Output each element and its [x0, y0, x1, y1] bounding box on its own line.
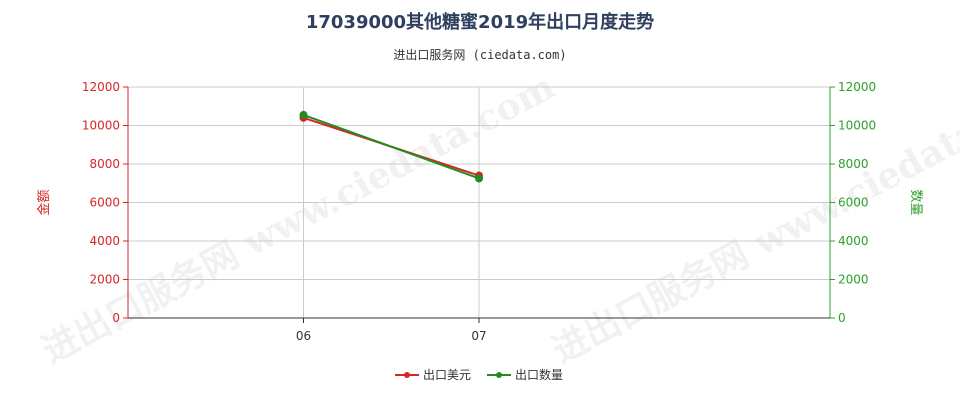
chart-subtitle: 进出口服务网 (ciedata.com) [393, 48, 567, 62]
legend-label: 出口美元 [423, 368, 471, 382]
axes-layer: 0 2000 4000 6000 8000 10000 12000 0 2000 4000 6000… [36, 80, 923, 343]
left-tick-label: 10000 [82, 119, 120, 133]
legend-swatch-dot [404, 372, 410, 378]
right-tick-label: 0 [838, 311, 846, 325]
right-tick-label: 10000 [838, 119, 876, 133]
left-tick-label: 6000 [89, 196, 120, 210]
left-axis-title: 金额 [36, 189, 52, 215]
left-tick-label: 8000 [89, 157, 120, 171]
right-tick-label: 12000 [838, 80, 876, 94]
right-tick-label: 2000 [838, 273, 869, 287]
legend-swatch-dot [496, 372, 502, 378]
left-tick-label: 12000 [82, 80, 120, 94]
series-layer [299, 110, 483, 183]
left-tick-label: 4000 [89, 234, 120, 248]
right-tick-label: 6000 [838, 196, 869, 210]
right-tick-label: 4000 [838, 234, 869, 248]
grid-layer [128, 86, 830, 318]
chart-title: 17039000其他糖蜜2019年出口月度走势 [305, 12, 655, 33]
series-point-2 [475, 174, 483, 183]
x-tick-label: 06 [296, 329, 311, 343]
left-tick-label: 2000 [89, 273, 120, 287]
x-tick-label: 07 [471, 329, 486, 343]
legend-label: 出口数量 [515, 367, 563, 382]
left-tick-label: 0 [112, 311, 120, 325]
right-axis-title: 数量 [908, 189, 923, 215]
right-tick-label: 8000 [838, 157, 869, 171]
series-point-2 [299, 110, 308, 119]
series-line-2 [303, 113, 480, 180]
legend: 出口美元 出口数量 [395, 367, 563, 382]
